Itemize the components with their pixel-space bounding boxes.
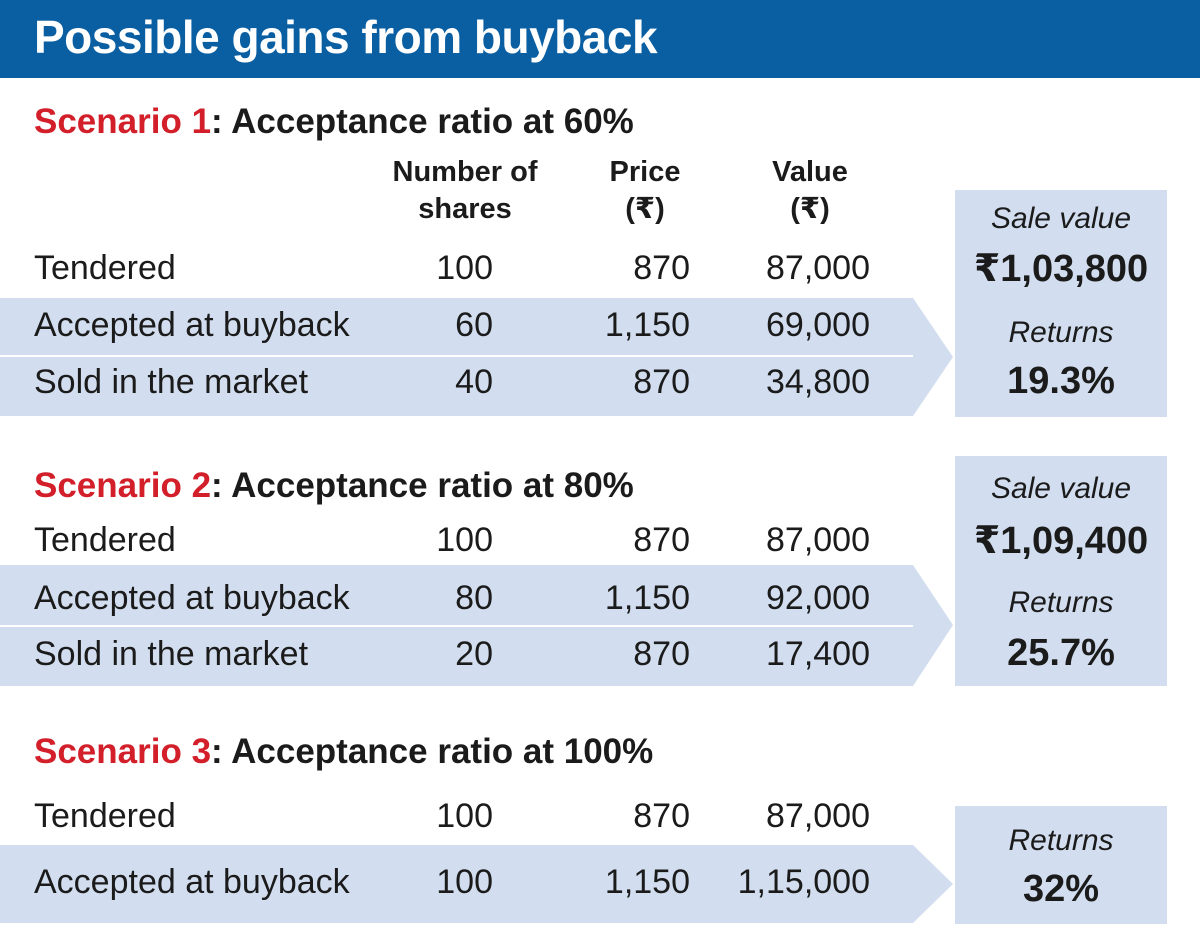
returns-value: 32%: [1022, 868, 1100, 910]
table-cell-value: 1,15,000: [737, 863, 870, 901]
returns-label: Returns: [1008, 316, 1114, 349]
table-row-label: Tendered: [34, 521, 176, 559]
column-header-shares-line1: Number of: [392, 156, 538, 188]
table-cell-value: 92,000: [766, 579, 870, 617]
scenario-1-title: Scenario 1: Acceptance ratio at 60%: [34, 102, 634, 142]
table-cell-value: 34,800: [766, 363, 870, 401]
table-cell-price: 870: [633, 635, 690, 673]
table-cell-value: 69,000: [766, 306, 870, 344]
table-cell-value: 17,400: [766, 635, 870, 673]
sale-value-label: Sale value: [990, 202, 1132, 235]
table-cell-price: 870: [633, 521, 690, 559]
sale-value-label: Sale value: [990, 472, 1132, 505]
scenario-3-heading: : Acceptance ratio at 100%: [211, 732, 654, 771]
scenario-1-heading: : Acceptance ratio at 60%: [211, 102, 634, 141]
table-cell-shares: 100: [436, 863, 493, 901]
table-cell-shares: 100: [436, 797, 493, 835]
table-row-label: Accepted at buyback: [34, 863, 350, 901]
returns-value: 25.7%: [1007, 632, 1115, 674]
scenario-2-title: Scenario 2: Acceptance ratio at 80%: [34, 466, 634, 506]
scenario-3-band: [0, 845, 913, 923]
column-header-price: Price (₹): [595, 154, 695, 228]
column-header-price-line1: Price: [609, 156, 681, 188]
scenario-3-title: Scenario 3: Acceptance ratio at 100%: [34, 732, 653, 772]
sale-value: ₹1,03,800: [973, 248, 1149, 290]
column-header-value-line2: (₹): [790, 193, 830, 225]
table-cell-value: 87,000: [766, 521, 870, 559]
column-header-shares-line2: shares: [418, 193, 512, 225]
scenario-3-arrow: [913, 845, 953, 923]
scenario-2-divider: [0, 625, 913, 627]
table-cell-price: 1,150: [604, 306, 690, 344]
table-cell-price: 1,150: [604, 579, 690, 617]
scenario-3-label: Scenario 3: [34, 732, 212, 771]
sale-value: ₹1,09,400: [973, 520, 1149, 562]
column-header-value: Value (₹): [755, 154, 865, 228]
scenario-2-heading: : Acceptance ratio at 80%: [211, 466, 634, 505]
table-row-label: Tendered: [34, 249, 176, 287]
table-row-label: Accepted at buyback: [34, 579, 350, 617]
scenario-1-band: [0, 298, 913, 416]
column-header-price-line2: (₹): [625, 193, 665, 225]
page-title: Possible gains from buyback: [34, 11, 658, 63]
scenario-2-summary-box: Sale value ₹1,09,400 Returns 25.7%: [955, 456, 1167, 686]
table-row-label: Sold in the market: [34, 635, 309, 673]
column-header-value-line1: Value: [772, 156, 848, 188]
returns-label: Returns: [1008, 824, 1114, 857]
returns-label: Returns: [1008, 586, 1114, 619]
table-row-label: Tendered: [34, 797, 176, 835]
table-cell-shares: 60: [455, 306, 493, 344]
header-bar: Possible gains from buyback: [0, 0, 1200, 78]
table-cell-shares: 20: [455, 635, 493, 673]
scenario-2-label: Scenario 2: [34, 466, 212, 505]
table-cell-price: 870: [633, 363, 690, 401]
table-row-label: Sold in the market: [34, 363, 309, 401]
returns-value: 19.3%: [1007, 360, 1115, 402]
table-cell-price: 870: [633, 249, 690, 287]
table-cell-value: 87,000: [766, 249, 870, 287]
table-row-label: Accepted at buyback: [34, 306, 350, 344]
table-cell-shares: 80: [455, 579, 493, 617]
table-cell-value: 87,000: [766, 797, 870, 835]
table-cell-price: 870: [633, 797, 690, 835]
scenario-1-arrow: [913, 298, 953, 416]
scenario-1-label: Scenario 1: [34, 102, 212, 141]
table-cell-shares: 40: [455, 363, 493, 401]
scenario-1-divider: [0, 355, 913, 357]
table-cell-shares: 100: [436, 249, 493, 287]
table-cell-shares: 100: [436, 521, 493, 559]
scenario-3-summary-box: Returns 32%: [955, 806, 1167, 924]
scenario-1-summary-box: Sale value ₹1,03,800 Returns 19.3%: [955, 190, 1167, 417]
table-cell-price: 1,150: [604, 863, 690, 901]
scenario-2-arrow: [913, 565, 953, 686]
column-header-shares: Number of shares: [380, 154, 550, 228]
